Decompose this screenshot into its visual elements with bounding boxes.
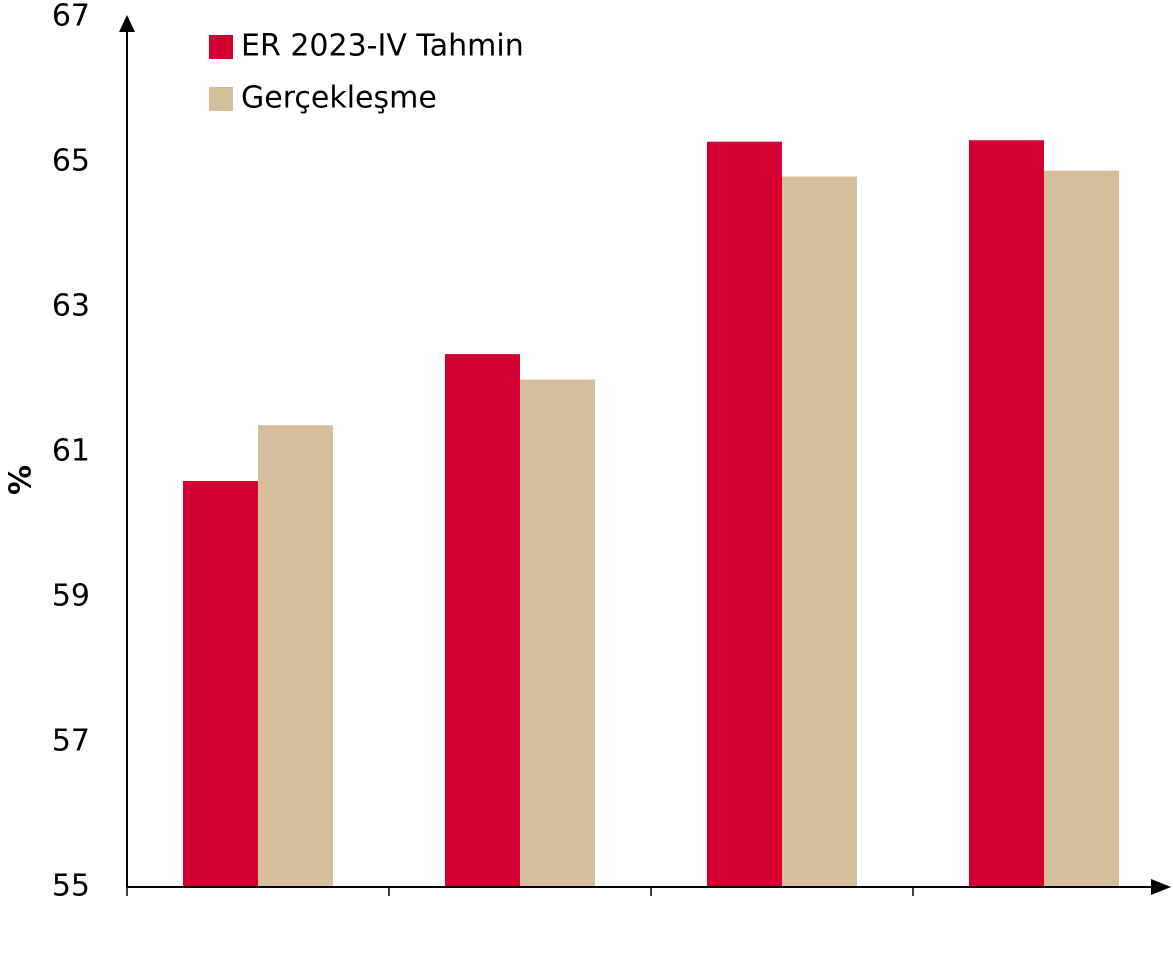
bar — [782, 176, 857, 887]
y-tick-label: 59 — [52, 579, 90, 614]
legend-swatch — [209, 35, 233, 59]
legend-swatch — [209, 87, 233, 111]
y-tick-label: 55 — [52, 869, 90, 904]
legend-label: Gerçekleşme — [241, 81, 437, 116]
bar — [445, 354, 520, 887]
y-tick-label: 61 — [52, 434, 90, 469]
y-axis-arrow — [119, 15, 135, 32]
bar — [969, 140, 1044, 887]
bar — [183, 481, 258, 887]
y-tick-label: 67 — [52, 0, 90, 34]
legend-label: ER 2023-IV Tahmin — [241, 29, 524, 64]
bar — [258, 425, 333, 887]
x-axis-arrow — [1151, 879, 1171, 895]
y-tick-label: 63 — [52, 289, 90, 324]
bar — [520, 379, 595, 887]
bar — [1044, 170, 1119, 887]
y-tick-label: 57 — [52, 724, 90, 759]
bar — [707, 141, 782, 887]
y-axis-label: % — [4, 465, 39, 495]
y-tick-label: 65 — [52, 144, 90, 179]
